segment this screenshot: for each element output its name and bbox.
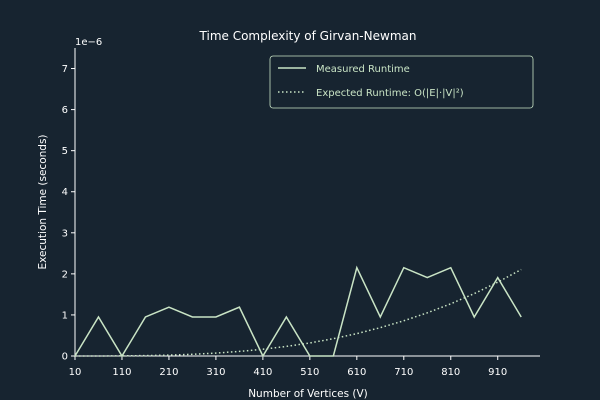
legend-box bbox=[269, 55, 534, 109]
x-axis-label: Number of Vertices (V) bbox=[248, 388, 368, 400]
expected-runtime-line bbox=[74, 268, 522, 357]
x-tick-label: 910 bbox=[488, 367, 507, 378]
x-tick-label: 10 bbox=[69, 367, 82, 378]
y-tick-label: 3 bbox=[62, 228, 68, 239]
y-tick-label: 4 bbox=[62, 187, 68, 198]
y-tick-label: 7 bbox=[62, 64, 68, 75]
y-axis-offset-label: 1e−6 bbox=[75, 37, 102, 48]
x-tick-label: 410 bbox=[253, 367, 272, 378]
y-tick-label: 0 bbox=[62, 352, 68, 363]
series-layer bbox=[74, 265, 522, 358]
axes: 10 110 210 310 410 510 610 710 810 910 0 1 2 3 4 5 6 7 bbox=[62, 48, 540, 378]
legend-label: Expected Runtime: O(|E|·|V|²) bbox=[316, 88, 464, 99]
legend-label: Measured Runtime bbox=[316, 64, 410, 75]
x-tick-label: 510 bbox=[300, 367, 319, 378]
measured-runtime-line bbox=[74, 265, 522, 358]
x-tick-label: 610 bbox=[347, 367, 366, 378]
chart-title: Time Complexity of Girvan-Newman bbox=[199, 29, 417, 43]
y-tick-label: 5 bbox=[62, 146, 68, 157]
y-axis-label: Execution Time (seconds) bbox=[37, 134, 49, 269]
x-tick-label: 710 bbox=[394, 367, 413, 378]
x-tick-label: 310 bbox=[206, 367, 225, 378]
x-tick-label: 810 bbox=[441, 367, 460, 378]
x-tick-label: 110 bbox=[112, 367, 131, 378]
y-tick-label: 6 bbox=[62, 105, 68, 116]
y-tick-label: 1 bbox=[62, 310, 68, 321]
y-tick-label: 2 bbox=[62, 269, 68, 280]
legend: Measured Runtime Expected Runtime: O(|E|·… bbox=[269, 55, 534, 109]
x-tick-label: 210 bbox=[159, 367, 178, 378]
